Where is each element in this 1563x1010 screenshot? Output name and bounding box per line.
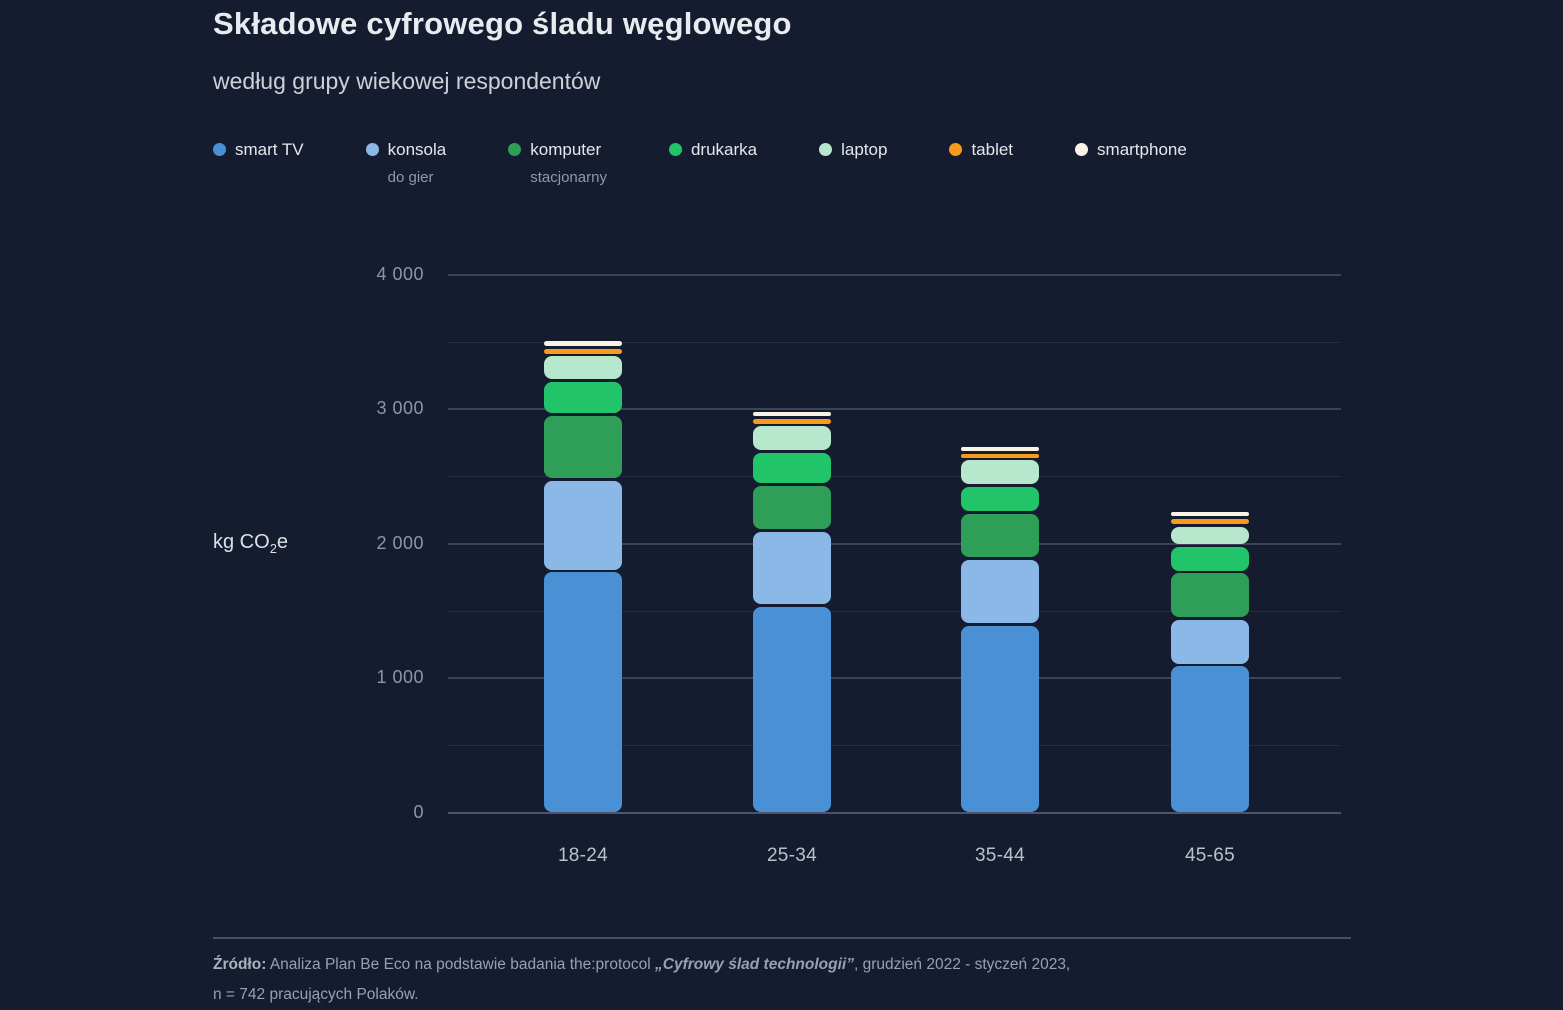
bar-25-34-segment-komputer-stacjonarny bbox=[753, 485, 831, 530]
page-subtitle: według grupy wiekowej respondentów bbox=[213, 68, 601, 94]
legend-item-komputer: komputer stacjonarny bbox=[508, 140, 607, 186]
x-tick-label-18-24: 18-24 bbox=[557, 845, 609, 866]
legend-item-tablet: tablet bbox=[949, 140, 1013, 160]
bar-25-34-segment-drukarka bbox=[753, 453, 831, 484]
y-tick-label-3000: 3 000 bbox=[376, 398, 424, 419]
legend-dot-tablet bbox=[949, 143, 963, 156]
legend-dot-laptop bbox=[819, 143, 833, 156]
legend-dot-smartphone bbox=[1075, 143, 1089, 156]
bar-45-65-segment-smart-tv bbox=[1171, 666, 1249, 812]
bar-45-65-segment-drukarka bbox=[1171, 546, 1249, 571]
legend-label: drukarka bbox=[690, 140, 758, 159]
legend-label: laptop bbox=[841, 140, 888, 159]
bar-35-44-segment-laptop bbox=[961, 460, 1039, 485]
gridline-minor-3500 bbox=[448, 341, 1341, 343]
legend-item-drukarka: drukarka bbox=[668, 140, 758, 160]
study-title: „Cyfrowy ślad technologii” bbox=[655, 956, 854, 973]
bar-35-44-segment-konsola-do-gier bbox=[961, 560, 1039, 624]
gridline-minor-1500 bbox=[448, 610, 1341, 612]
bar-45-65-segment-tablet bbox=[1171, 518, 1249, 525]
legend-dot-smart-tv bbox=[213, 143, 226, 156]
bar-18-24-segment-smart-tv bbox=[544, 572, 622, 812]
source-note: Źródło: Analiza Plan Be Eco na podstawie… bbox=[213, 956, 1071, 1004]
gridline-minor-2500 bbox=[448, 476, 1341, 478]
legend-label: konsola bbox=[387, 140, 447, 159]
bar-18-24-segment-smartphone bbox=[544, 340, 622, 347]
gridline-major-3000 bbox=[448, 408, 1341, 411]
legend-dot-komputer bbox=[508, 143, 522, 156]
footer-divider bbox=[213, 937, 1351, 939]
bar-45-65-segment-komputer-stacjonarny bbox=[1171, 573, 1249, 618]
bar-18-24-segment-komputer-stacjonarny bbox=[544, 416, 622, 478]
y-tick-label-0: 0 bbox=[413, 802, 424, 822]
legend-label: komputer bbox=[530, 140, 602, 159]
bar-25-34-segment-smart-tv bbox=[753, 607, 831, 812]
bar-45-65-segment-laptop bbox=[1171, 527, 1249, 544]
x-tick-label-25-34: 25-34 bbox=[766, 845, 818, 866]
bar-25-34-segment-tablet bbox=[753, 418, 831, 424]
y-tick-label-4000: 4 000 bbox=[376, 263, 424, 284]
bar-18-24-segment-laptop bbox=[544, 356, 622, 380]
legend-sublabel: do gier bbox=[387, 168, 434, 186]
chart-legend: smart TV konsola do gier komputer stacjonarn… bbox=[213, 140, 1187, 186]
legend-sublabel: stacjonarny bbox=[530, 168, 607, 186]
bar-35-44-segment-tablet bbox=[961, 453, 1039, 458]
bar-45-65-segment-smartphone bbox=[1171, 511, 1249, 517]
bar-35-44-segment-komputer-stacjonarny bbox=[961, 513, 1039, 558]
legend-item-konsola: konsola do gier bbox=[365, 140, 447, 186]
page-title: Składowe cyfrowego śladu węglowego bbox=[213, 6, 792, 41]
x-tick-label-45-65: 45-65 bbox=[1184, 845, 1236, 866]
x-axis-line bbox=[448, 812, 1341, 814]
sample-size: n = 742 pracujących Polaków. bbox=[213, 986, 419, 1004]
gridline-minor-500 bbox=[448, 745, 1341, 747]
bar-35-44-segment-smartphone bbox=[961, 446, 1039, 452]
legend-dot-konsola bbox=[365, 143, 379, 156]
gridline-major-2000 bbox=[448, 542, 1341, 545]
bar-45-65-segment-konsola-do-gier bbox=[1171, 619, 1249, 664]
bar-18-24-segment-drukarka bbox=[544, 381, 622, 414]
bar-18-24-segment-tablet bbox=[544, 348, 622, 354]
x-tick-label-35-44: 35-44 bbox=[974, 845, 1026, 866]
bar-25-34-segment-konsola-do-gier bbox=[753, 531, 831, 605]
y-tick-label-2000: 2 000 bbox=[376, 532, 424, 553]
legend-dot-drukarka bbox=[668, 143, 682, 156]
legend-item-laptop: laptop bbox=[819, 140, 887, 160]
bar-35-44-segment-smart-tv bbox=[961, 625, 1039, 812]
bar-18-24-segment-konsola-do-gier bbox=[544, 480, 622, 570]
legend-label: smart TV bbox=[235, 140, 304, 159]
legend-label: tablet bbox=[971, 140, 1014, 159]
legend-item-smart-tv: smart TV bbox=[213, 140, 304, 160]
source-label: Źródło: bbox=[213, 956, 267, 973]
bar-25-34-segment-laptop bbox=[753, 426, 831, 451]
y-axis-unit-label: kg CO2e bbox=[213, 531, 289, 556]
bar-35-44-segment-drukarka bbox=[961, 486, 1039, 511]
legend-label: smartphone bbox=[1097, 140, 1187, 159]
gridline-major-1000 bbox=[448, 677, 1341, 680]
legend-item-smartphone: smartphone bbox=[1075, 140, 1187, 160]
gridline-major-4000 bbox=[448, 273, 1341, 276]
y-tick-label-1000: 1 000 bbox=[376, 667, 424, 688]
bar-25-34-segment-smartphone bbox=[753, 411, 831, 417]
